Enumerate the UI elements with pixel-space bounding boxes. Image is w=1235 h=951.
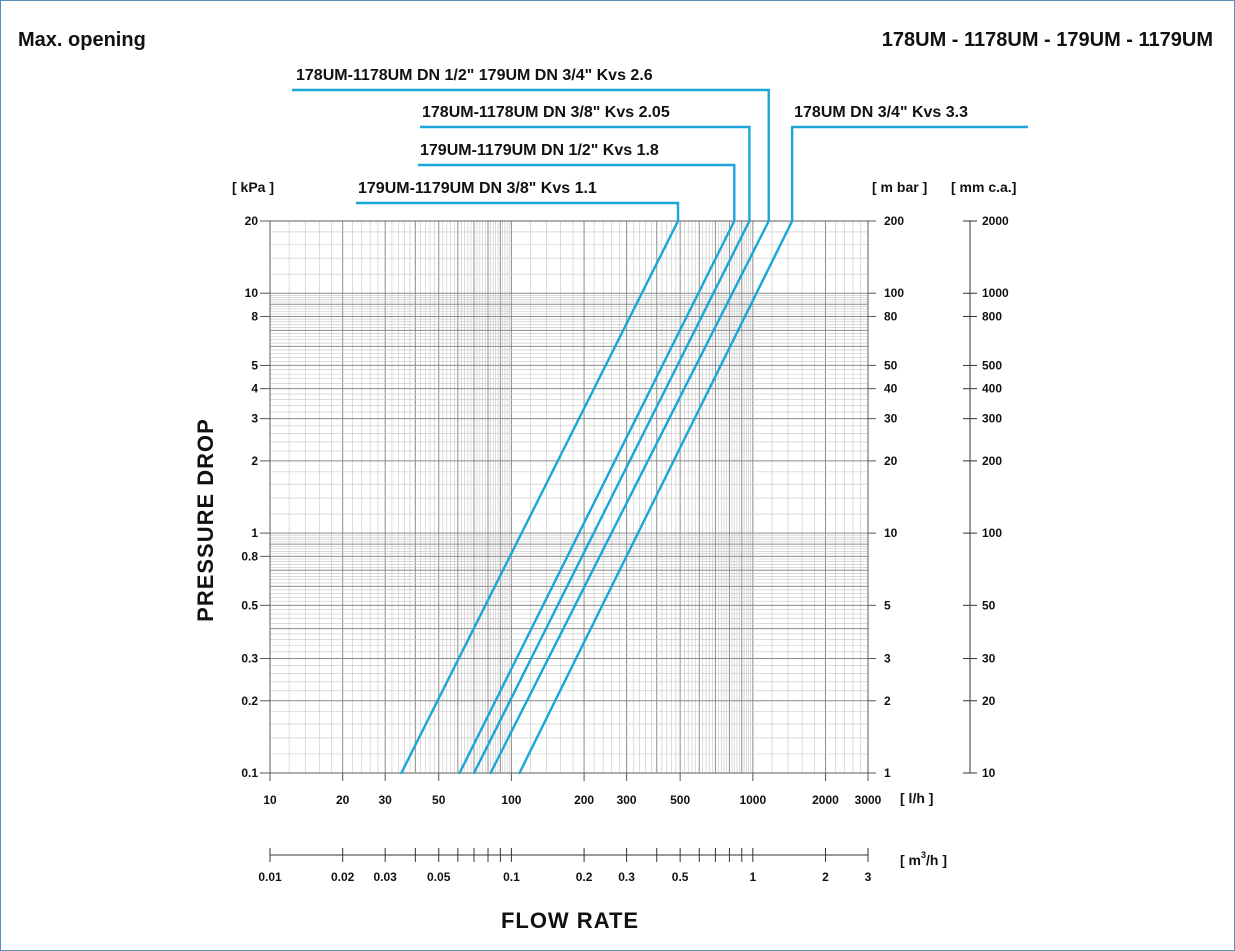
series-leader [418, 163, 736, 221]
series-leader [292, 88, 770, 221]
y-tick-label: 2 [251, 454, 258, 468]
y3-tick-label: 400 [982, 382, 1002, 396]
y2-tick-label: 1 [884, 766, 891, 780]
x-tick-label: 1000 [739, 793, 766, 807]
y-unit-kpa: [ kPa ] [232, 179, 274, 195]
y-tick-label: 20 [245, 214, 259, 228]
x-tick-label: 10 [263, 793, 277, 807]
series-line [518, 219, 794, 775]
x-tick-label: 300 [617, 793, 637, 807]
x-tick-label: 30 [379, 793, 393, 807]
y2-tick-label: 2 [884, 694, 891, 708]
y-tick-label: 3 [251, 412, 258, 426]
y3-tick-label: 50 [982, 598, 996, 612]
x-tick-label: 20 [336, 793, 350, 807]
series-line [400, 219, 680, 775]
series-label: 179UM-1179UM DN 3/8" Kvs 1.1 [358, 180, 597, 197]
x-unit-m3h-sup: 3 [921, 850, 926, 860]
y-tick-label: 0.2 [241, 694, 258, 708]
series-label: 178UM DN 3/4" Kvs 3.3 [794, 104, 968, 121]
series-leader [420, 125, 751, 221]
series-line [472, 219, 751, 775]
y2-tick-label: 80 [884, 309, 898, 323]
y3-tick-label: 200 [982, 454, 1002, 468]
series-label: 178UM-1178UM DN 1/2" 179UM DN 3/4" Kvs 2… [296, 67, 653, 84]
y3-tick-label: 2000 [982, 214, 1009, 228]
y-tick-label: 1 [251, 526, 258, 540]
y2-tick-label: 10 [884, 526, 898, 540]
x2-tick-label: 1 [749, 870, 756, 884]
series-label: 179UM-1179UM DN 1/2" Kvs 1.8 [420, 142, 659, 159]
y-unit-mbar: [ m bar ] [872, 179, 927, 195]
y2-tick-label: 5 [884, 598, 891, 612]
y3-tick-label: 30 [982, 652, 996, 666]
header-right: 178UM - 1178UM - 179UM - 1179UM [882, 29, 1213, 51]
y3-tick-label: 800 [982, 309, 1002, 323]
y2-tick-label: 3 [884, 652, 891, 666]
series-leader [790, 125, 1028, 221]
x-tick-label: 3000 [855, 793, 882, 807]
x-unit-m3h-main: [ m [900, 852, 921, 868]
x2-tick-label: 0.01 [258, 870, 282, 884]
y3-tick-label: 10 [982, 766, 996, 780]
y-tick-label: 0.1 [241, 766, 258, 780]
y2-tick-label: 20 [884, 454, 898, 468]
x2-tick-label: 2 [822, 870, 829, 884]
x-axis-title: FLOW RATE [501, 908, 639, 933]
x2-tick-label: 0.02 [331, 870, 355, 884]
y-tick-label: 4 [251, 382, 258, 396]
axes: 0.1 0.2 0.3 0.5 0.8 1 2 3 4 5 8 10 20 1 2 3 5 10 20 30 40 50 8… [241, 214, 1009, 884]
x-unit-m3h: [ m3/h ] [900, 850, 947, 868]
y-tick-label: 8 [251, 309, 258, 323]
series-leader [356, 201, 680, 221]
x-tick-label: 200 [574, 793, 594, 807]
header-left: Max. opening [18, 29, 146, 51]
y2-tick-label: 40 [884, 382, 898, 396]
y-unit-mmca: [ mm c.a.] [951, 179, 1016, 195]
y3-tick-label: 1000 [982, 286, 1009, 300]
y3-tick-label: 20 [982, 694, 996, 708]
y2-tick-label: 30 [884, 412, 898, 426]
x2-tick-label: 0.03 [374, 870, 398, 884]
x2-tick-label: 0.1 [503, 870, 520, 884]
plot-border [269, 220, 869, 774]
x-tick-label: 500 [670, 793, 690, 807]
x-tick-label: 50 [432, 793, 446, 807]
y2-tick-label: 200 [884, 214, 904, 228]
y-tick-label: 10 [245, 286, 259, 300]
y3-tick-label: 300 [982, 412, 1002, 426]
series-line [458, 219, 736, 775]
series-layer: 179UM-1179UM DN 3/8" Kvs 1.1 179UM-1179UM… [292, 67, 1028, 775]
y-tick-label: 5 [251, 358, 258, 372]
y3-tick-label: 100 [982, 526, 1002, 540]
y-axis-title: PRESSURE DROP [193, 418, 218, 622]
x2-tick-label: 0.3 [618, 870, 635, 884]
y2-tick-label: 100 [884, 286, 904, 300]
x-tick-label: 2000 [812, 793, 839, 807]
x2-tick-label: 0.05 [427, 870, 451, 884]
x-unit-m3h-tail: /h ] [926, 852, 947, 868]
x2-tick-label: 0.5 [672, 870, 689, 884]
y-tick-label: 0.8 [241, 549, 258, 563]
series-line [489, 219, 770, 775]
y2-tick-label: 50 [884, 358, 898, 372]
x-tick-label: 100 [501, 793, 521, 807]
x-unit-lh: [ l/h ] [900, 790, 933, 806]
x2-tick-label: 3 [865, 870, 872, 884]
x2-tick-label: 0.2 [576, 870, 593, 884]
y-tick-label: 0.5 [241, 598, 258, 612]
y-tick-label: 0.3 [241, 652, 258, 666]
grid [269, 220, 869, 774]
series-label: 178UM-1178UM DN 3/8" Kvs 2.05 [422, 104, 670, 121]
y3-tick-label: 500 [982, 358, 1002, 372]
